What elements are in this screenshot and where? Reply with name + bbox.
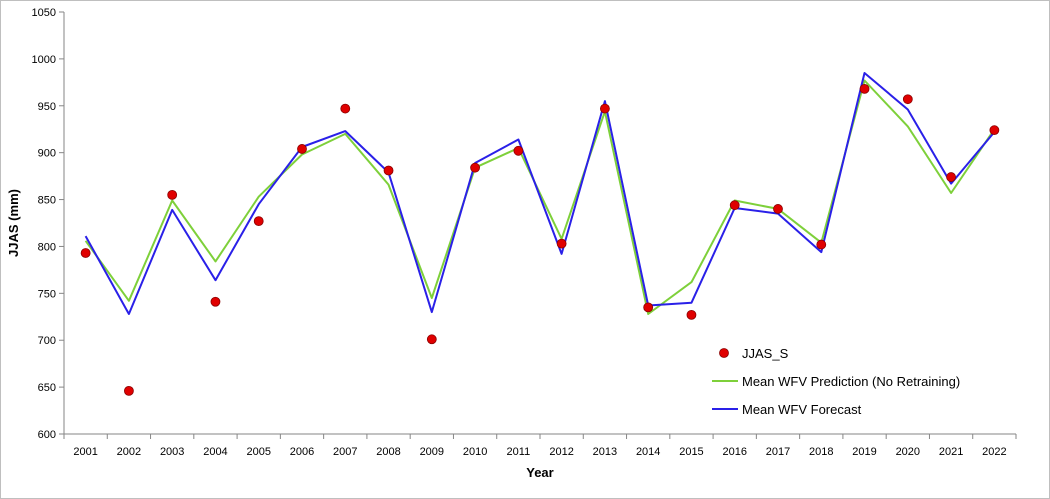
x-tick-label: 2014	[636, 446, 660, 458]
series-lines	[84, 72, 996, 315]
y-tick-label: 750	[38, 288, 56, 300]
data-point	[297, 144, 307, 154]
x-tick-label: 2010	[463, 446, 487, 458]
x-tick-label: 2001	[73, 446, 97, 458]
data-point	[426, 334, 437, 345]
data-point	[859, 83, 870, 94]
data-point	[80, 248, 91, 258]
x-tick-label: 2003	[160, 446, 184, 458]
data-point	[643, 302, 654, 313]
series-points	[80, 83, 1000, 396]
x-tick-label: 2018	[809, 446, 833, 458]
y-axis-ticks: 600 650 700 750 800 850 900 950 1000 1050	[32, 7, 64, 441]
y-tick-label: 700	[38, 335, 56, 347]
y-tick-label: 900	[38, 148, 56, 160]
data-point	[210, 296, 221, 307]
plot-axes	[63, 12, 1016, 435]
x-tick-label: 2021	[939, 446, 963, 458]
x-tick-label: 2006	[290, 446, 314, 458]
x-tick-label: 2005	[246, 446, 270, 458]
data-point	[729, 200, 740, 211]
y-tick-label: 800	[38, 241, 56, 253]
x-axis-title: Year	[526, 465, 553, 480]
data-point	[124, 385, 134, 396]
x-tick-label: 2022	[982, 446, 1006, 458]
x-tick-label: 2012	[549, 446, 573, 458]
x-tick-label: 2011	[507, 446, 531, 458]
data-point	[253, 216, 264, 227]
x-tick-label: 2009	[420, 446, 444, 458]
x-tick-label: 2016	[722, 446, 746, 458]
x-tick-label: 2015	[679, 446, 703, 458]
data-point	[816, 239, 827, 250]
legend-label: JJAS_S	[742, 346, 789, 361]
data-point	[946, 172, 956, 182]
y-tick-label: 1000	[32, 54, 56, 66]
data-point	[383, 165, 394, 176]
y-tick-label: 650	[38, 382, 56, 394]
x-tick-label: 2008	[376, 446, 400, 458]
x-axis-ticks: 2001 2002 2003 2004 2005 2006 2007 2008 2009 2010…	[63, 434, 1017, 458]
x-tick-label: 2004	[203, 446, 227, 458]
y-tick-label: 950	[38, 101, 56, 113]
x-tick-label: 2019	[852, 446, 876, 458]
legend-label: Mean WFV Forecast	[742, 402, 862, 417]
y-tick-label: 850	[38, 195, 56, 207]
data-point	[556, 238, 567, 249]
x-tick-label: 2013	[593, 446, 617, 458]
y-axis-title: JJAS (mm)	[6, 189, 21, 257]
data-point	[989, 125, 1000, 136]
data-point	[902, 94, 913, 105]
data-point	[600, 103, 610, 114]
legend-marker	[719, 348, 729, 358]
data-point	[167, 189, 178, 200]
x-tick-label: 2020	[896, 446, 920, 458]
data-point	[773, 204, 783, 214]
x-tick-label: 2002	[117, 446, 141, 458]
data-point	[686, 310, 697, 320]
data-point	[470, 162, 480, 173]
x-tick-label: 2007	[333, 446, 357, 458]
x-tick-label: 2017	[766, 446, 790, 458]
legend-label: Mean WFV Prediction (No Retraining)	[742, 374, 960, 389]
data-point	[340, 103, 351, 114]
series-line-2	[84, 72, 996, 315]
y-tick-label: 600	[38, 429, 56, 441]
legend: JJAS_S Mean WFV Prediction (No Retraining…	[712, 346, 960, 417]
y-tick-label: 1050	[32, 7, 56, 19]
data-point	[513, 145, 524, 156]
